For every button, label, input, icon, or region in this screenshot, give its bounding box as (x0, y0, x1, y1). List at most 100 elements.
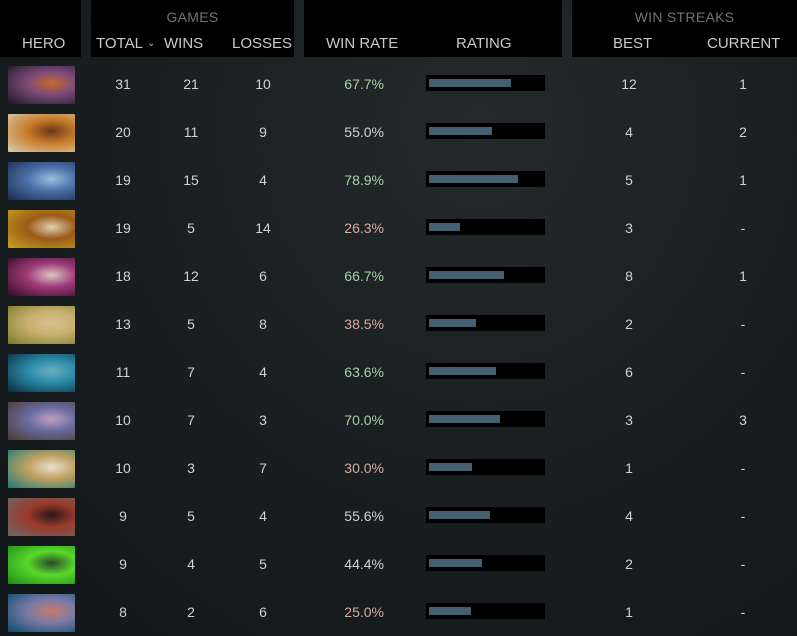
total-games: 13 (115, 316, 131, 332)
win-rate: 55.6% (344, 508, 384, 524)
rating-bar-fill (429, 79, 511, 87)
total-games: 20 (115, 124, 131, 140)
rating-bar (426, 123, 545, 139)
hero-portrait[interactable] (8, 498, 75, 536)
rating-bar (426, 603, 545, 619)
rating-bar (426, 459, 545, 475)
table-row[interactable]: 10 3 7 30.0% 1 - (0, 444, 797, 492)
current-streak: - (740, 220, 746, 236)
table-row[interactable]: 9 5 4 55.6% 4 - (0, 492, 797, 540)
column-best[interactable]: BEST (613, 35, 653, 52)
rating-bar (426, 75, 545, 91)
games-group-label: GAMES (166, 9, 219, 25)
chevron-down-icon: ⌄ (146, 38, 156, 49)
losses: 4 (259, 508, 267, 524)
wins: 5 (187, 316, 195, 332)
rating-bar-fill (429, 559, 482, 567)
wins: 12 (183, 268, 199, 284)
rating-bar-fill (429, 415, 500, 423)
streaks-group-label: WIN STREAKS (634, 9, 735, 25)
rating-bar-fill (429, 127, 492, 135)
table-row[interactable]: 8 2 6 25.0% 1 - (0, 588, 797, 636)
column-win-rate[interactable]: WIN RATE (326, 35, 399, 52)
table-row[interactable]: 13 5 8 38.5% 2 - (0, 300, 797, 348)
rating-bar (426, 411, 545, 427)
hero-portrait[interactable] (8, 162, 75, 200)
table-row[interactable]: 9 4 5 44.4% 2 - (0, 540, 797, 588)
header-hero: HERO (0, 0, 81, 57)
current-streak: 3 (739, 412, 747, 428)
total-games: 19 (115, 220, 131, 236)
wins: 2 (187, 604, 195, 620)
hero-portrait[interactable] (8, 354, 75, 392)
current-streak: 1 (739, 268, 747, 284)
hero-portrait[interactable] (8, 402, 75, 440)
rating-bar-fill (429, 367, 496, 375)
column-wins[interactable]: WINS (164, 35, 204, 52)
best-streak: 4 (625, 508, 633, 524)
total-games: 9 (119, 508, 127, 524)
best-streak: 3 (625, 412, 633, 428)
win-rate: 44.4% (344, 556, 384, 572)
rating-bar-fill (429, 271, 504, 279)
hero-portrait[interactable] (8, 306, 75, 344)
hero-portrait[interactable] (8, 258, 75, 296)
column-losses[interactable]: LOSSES (232, 35, 293, 52)
column-total-label: TOTAL (96, 35, 143, 52)
wins: 3 (187, 460, 195, 476)
rating-bar-fill (429, 607, 471, 615)
best-streak: 3 (625, 220, 633, 236)
rating-bar-fill (429, 463, 472, 471)
losses: 7 (259, 460, 267, 476)
wins: 4 (187, 556, 195, 572)
hero-portrait[interactable] (8, 66, 75, 104)
current-streak: - (740, 604, 746, 620)
column-hero[interactable]: HERO (22, 35, 66, 52)
table-row[interactable]: 10 7 3 70.0% 3 3 (0, 396, 797, 444)
rating-bar (426, 555, 545, 571)
column-total[interactable]: TOTAL ⌄ (96, 35, 155, 52)
table-row[interactable]: 20 11 9 55.0% 4 2 (0, 108, 797, 156)
win-rate: 55.0% (344, 124, 384, 140)
total-games: 19 (115, 172, 131, 188)
best-streak: 1 (625, 604, 633, 620)
rating-bar-fill (429, 511, 490, 519)
wins: 15 (183, 172, 199, 188)
rating-bar (426, 363, 545, 379)
wins: 5 (187, 508, 195, 524)
win-rate: 78.9% (344, 172, 384, 188)
column-rating[interactable]: RATING (456, 35, 512, 52)
wins: 7 (187, 364, 195, 380)
losses: 6 (259, 268, 267, 284)
header-streaks: WIN STREAKS BEST CURRENT (572, 0, 797, 57)
column-current[interactable]: CURRENT (707, 35, 781, 52)
table-row[interactable]: 31 21 10 67.7% 12 1 (0, 60, 797, 108)
win-rate: 66.7% (344, 268, 384, 284)
win-rate: 38.5% (344, 316, 384, 332)
hero-portrait[interactable] (8, 114, 75, 152)
total-games: 18 (115, 268, 131, 284)
wins: 11 (183, 124, 199, 140)
current-streak: 1 (739, 76, 747, 92)
header-rating: WIN RATE RATING (304, 0, 562, 57)
losses: 6 (259, 604, 267, 620)
table-row[interactable]: 11 7 4 63.6% 6 - (0, 348, 797, 396)
rating-bar (426, 219, 545, 235)
current-streak: 2 (739, 124, 747, 140)
table-row[interactable]: 19 15 4 78.9% 5 1 (0, 156, 797, 204)
win-rate: 67.7% (344, 76, 384, 92)
total-games: 9 (119, 556, 127, 572)
table-row[interactable]: 18 12 6 66.7% 8 1 (0, 252, 797, 300)
win-rate: 70.0% (344, 412, 384, 428)
current-streak: 1 (739, 172, 747, 188)
hero-portrait[interactable] (8, 594, 75, 632)
hero-portrait[interactable] (8, 546, 75, 584)
table-row[interactable]: 19 5 14 26.3% 3 - (0, 204, 797, 252)
losses: 5 (259, 556, 267, 572)
best-streak: 4 (625, 124, 633, 140)
hero-portrait[interactable] (8, 210, 75, 248)
best-streak: 6 (625, 364, 633, 380)
hero-portrait[interactable] (8, 450, 75, 488)
losses: 9 (259, 124, 267, 140)
total-games: 10 (115, 412, 131, 428)
